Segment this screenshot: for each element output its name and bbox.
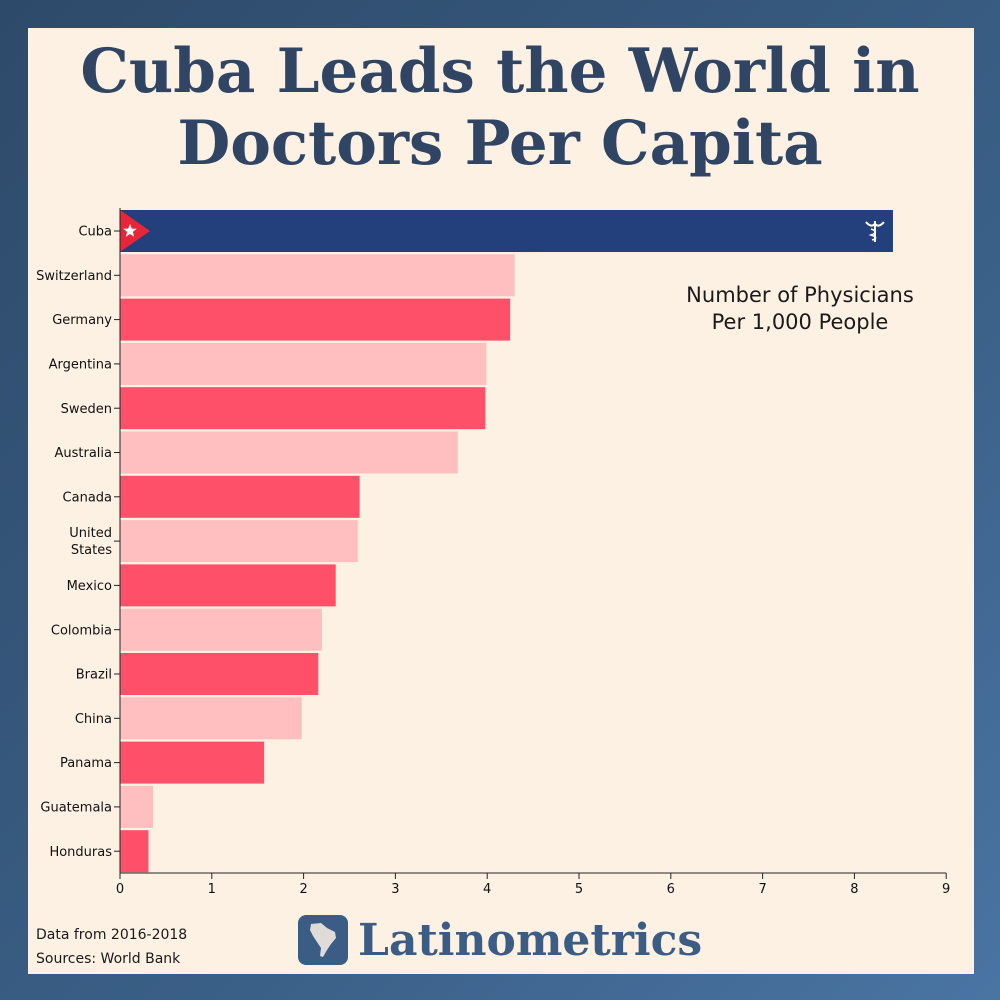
category-label: Guatemala: [40, 800, 112, 815]
bar-china: [120, 697, 302, 740]
x-tick-label: 3: [391, 882, 399, 897]
bar-australia: [120, 431, 458, 474]
category-label: United States: [69, 526, 112, 558]
x-tick-label: 4: [483, 882, 491, 897]
category-label: Mexico: [67, 579, 112, 594]
category-label: Honduras: [49, 845, 112, 860]
measure-label-line-2: Per 1,000 People: [711, 310, 889, 334]
x-tick-label: 1: [208, 882, 216, 897]
category-label: Colombia: [51, 623, 112, 638]
x-tick-label: 8: [850, 882, 858, 897]
x-tick-label: 6: [667, 882, 675, 897]
category-label: Germany: [52, 313, 112, 328]
x-tick-label: 9: [942, 882, 950, 897]
category-label: Brazil: [76, 668, 112, 683]
bar-germany: [120, 298, 511, 341]
sources-note: Sources: World Bank: [36, 951, 181, 967]
title-line-2: Doctors Per Capita: [177, 108, 823, 179]
category-label: Canada: [63, 490, 112, 505]
bar-canada: [120, 475, 360, 518]
brand-logo: Latinometrics: [298, 912, 702, 968]
star-icon: [123, 224, 137, 237]
category-label: Panama: [60, 756, 112, 771]
chart-title: Cuba Leads the World in Doctors Per Capi…: [0, 36, 1000, 180]
bar-sweden: [120, 387, 486, 430]
category-label: Cuba: [78, 225, 112, 240]
brand-name: Latinometrics: [358, 914, 703, 966]
bar-panama: [120, 741, 265, 784]
x-tick-label: 0: [116, 882, 124, 897]
bar-cuba: [120, 210, 893, 252]
bar-brazil: [120, 653, 319, 695]
bar-united-states: [120, 520, 358, 563]
title-line-1: Cuba Leads the World in: [80, 36, 920, 107]
bar-mexico: [120, 564, 336, 607]
category-label: Sweden: [61, 402, 112, 417]
bar-honduras: [120, 830, 149, 873]
caduceus-wings: [865, 221, 885, 227]
category-label: China: [75, 712, 112, 727]
category-label: Argentina: [49, 357, 112, 372]
bar-argentina: [120, 342, 487, 385]
cuba-flag-triangle: [120, 210, 150, 252]
category-label: Switzerland: [36, 269, 112, 284]
bar-colombia: [120, 608, 322, 651]
latin-america-map-icon: [298, 915, 348, 965]
bar-guatemala: [120, 785, 154, 828]
data-years-note: Data from 2016-2018: [36, 927, 188, 943]
x-tick-label: 7: [758, 882, 766, 897]
caduceus-snake: [868, 228, 877, 241]
x-tick-label: 5: [575, 882, 583, 897]
measure-label-line-1: Number of Physicians: [686, 283, 914, 307]
measure-label: Number of Physicians Per 1,000 People: [640, 282, 960, 336]
x-tick-label: 2: [299, 882, 307, 897]
category-label: Australia: [54, 446, 112, 461]
bar-switzerland: [120, 254, 515, 297]
